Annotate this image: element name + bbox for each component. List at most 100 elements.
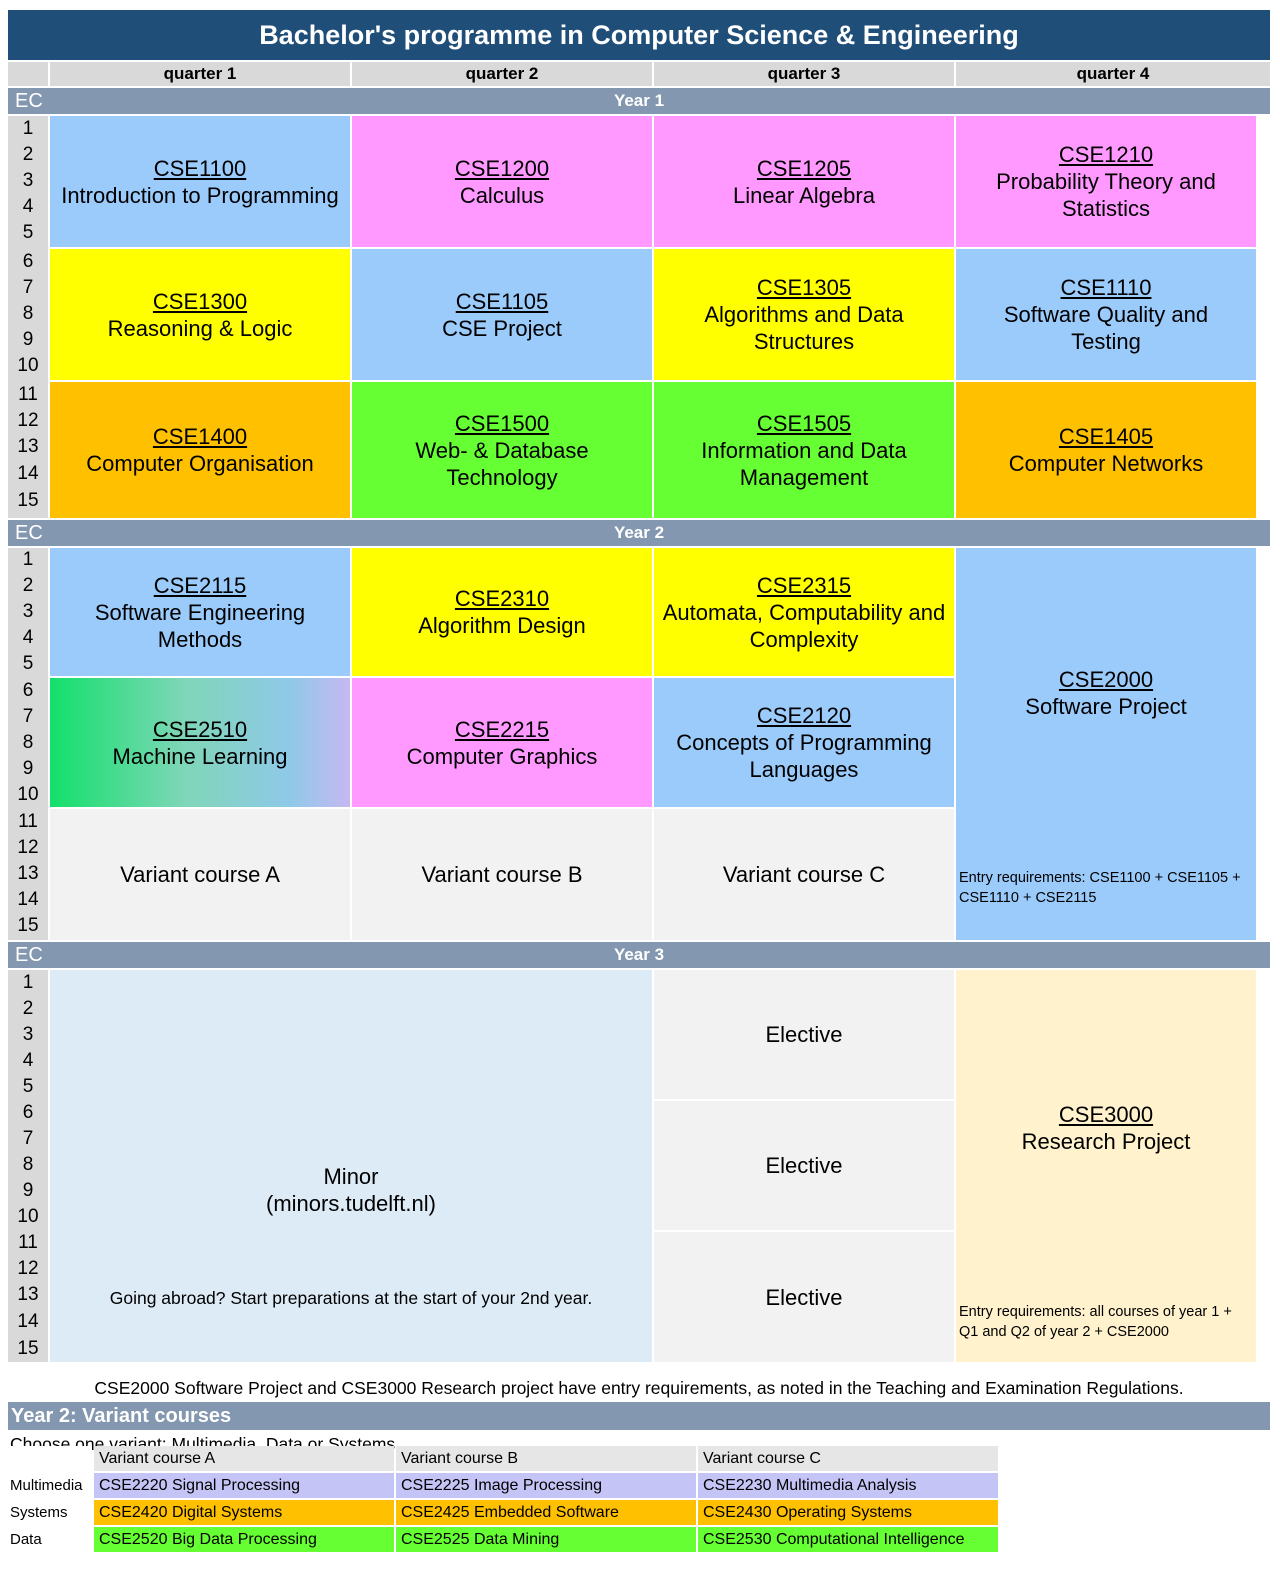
variant-course-cse2420[interactable]: CSE2420 Digital Systems — [94, 1500, 394, 1525]
course-code[interactable]: CSE1505 — [756, 410, 852, 436]
course-code[interactable]: CSE2315 — [756, 572, 852, 598]
variant-course-b[interactable]: Variant course B — [352, 809, 652, 940]
ec-number: 12 — [17, 837, 39, 858]
ec-number: 12 — [17, 410, 39, 431]
course-name: Computer Graphics — [406, 743, 598, 769]
ec-number: 6 — [22, 1102, 34, 1123]
course-code[interactable]: CSE1300 — [152, 288, 248, 314]
minor-block[interactable]: Minor (minors.tudelft.nl) Going abroad? … — [50, 970, 652, 1362]
course-code[interactable]: CSE2000 — [1058, 667, 1154, 692]
ec-number: 1 — [22, 972, 34, 993]
ec-column-year-1: 1 2 3 4 5 6 7 8 9 10 11 12 13 14 15 — [8, 116, 48, 518]
ec-number: 5 — [22, 1076, 34, 1097]
minor-link[interactable]: (minors.tudelft.nl) — [266, 1191, 436, 1216]
ec-number: 14 — [17, 889, 39, 910]
course-code[interactable]: CSE1405 — [1058, 424, 1154, 449]
ec-number: 6 — [22, 680, 34, 701]
course-name: Concepts of Programming Languages — [676, 730, 932, 782]
ec-number: 7 — [22, 706, 34, 727]
ec-number: 4 — [22, 627, 34, 648]
entry-requirements-footnote: CSE2000 Software Project and CSE3000 Res… — [94, 1378, 1184, 1398]
course-cse2310[interactable]: CSE2310 Algorithm Design — [352, 548, 652, 676]
course-code[interactable]: CSE1200 — [454, 155, 550, 181]
course-code[interactable]: CSE1500 — [454, 410, 550, 436]
ec-number: 8 — [22, 1154, 34, 1175]
variant-course-cse2225[interactable]: CSE2225 Image Processing — [396, 1473, 696, 1498]
course-code[interactable]: CSE3000 — [1058, 1102, 1154, 1127]
ec-number: 1 — [22, 118, 34, 139]
course-cse2315[interactable]: CSE2315 Automata, Computability and Comp… — [654, 548, 954, 676]
variant-course-cse2520[interactable]: CSE2520 Big Data Processing — [94, 1527, 394, 1552]
elective-label: Elective — [765, 1022, 843, 1047]
ec-number: 9 — [22, 758, 34, 779]
course-cse1210[interactable]: CSE1210 Probability Theory and Statistic… — [956, 116, 1256, 247]
ec-number: 7 — [22, 1128, 34, 1149]
elective-3[interactable]: Elective — [654, 1232, 954, 1362]
ec-number: 10 — [17, 784, 39, 805]
course-cse1205[interactable]: CSE1205 Linear Algebra — [654, 116, 954, 247]
course-code[interactable]: CSE1210 — [1058, 142, 1154, 167]
course-cse1105[interactable]: CSE1105 CSE Project — [352, 249, 652, 380]
course-cse3000[interactable]: CSE3000 Research Project Entry requireme… — [956, 970, 1256, 1362]
course-cse1400[interactable]: CSE1400 Computer Organisation — [50, 382, 350, 518]
ec-number: 3 — [22, 1024, 34, 1045]
ec-number: 14 — [17, 463, 39, 484]
ec-number: 10 — [17, 355, 39, 376]
course-code[interactable]: CSE2115 — [153, 572, 247, 598]
variant-course-cse2220[interactable]: CSE2220 Signal Processing — [94, 1473, 394, 1498]
ec-number: 10 — [17, 1206, 39, 1227]
course-cse1100[interactable]: CSE1100 Introduction to Programming — [50, 116, 350, 247]
course-cse1500[interactable]: CSE1500 Web- & Database Technology — [352, 382, 652, 518]
ec-label: EC — [15, 522, 43, 544]
year-3-bar: EC Year 3 — [8, 942, 1270, 968]
variant-course-cse2530[interactable]: CSE2530 Computational Intelligence — [698, 1527, 998, 1552]
ec-number: 15 — [17, 490, 39, 511]
variant-row-label-multimedia: Multimedia — [10, 1477, 83, 1494]
course-cse1305[interactable]: CSE1305 Algorithms and Data Structures — [654, 249, 954, 380]
quarter-4-header: quarter 4 — [956, 62, 1270, 86]
elective-1[interactable]: Elective — [654, 970, 954, 1099]
course-code[interactable]: CSE1100 — [153, 155, 247, 181]
course-code[interactable]: CSE1105 — [455, 288, 549, 314]
quarter-1-header: quarter 1 — [50, 62, 350, 86]
course-code[interactable]: CSE2120 — [756, 703, 852, 728]
variant-course-cse2425[interactable]: CSE2425 Embedded Software — [396, 1500, 696, 1525]
course-code[interactable]: CSE1110 — [1060, 275, 1152, 300]
course-code[interactable]: CSE1400 — [152, 424, 248, 449]
variant-course-a[interactable]: Variant course A — [50, 809, 350, 940]
course-code[interactable]: CSE2215 — [454, 716, 550, 742]
year-1-bar: EC Year 1 — [8, 88, 1270, 114]
ec-number: 11 — [18, 811, 38, 832]
course-name: Research Project — [1021, 1129, 1191, 1154]
variant-course-cse2430[interactable]: CSE2430 Operating Systems — [698, 1500, 998, 1525]
course-name: Introduction to Programming — [61, 182, 339, 208]
variant-course-cse2230[interactable]: CSE2230 Multimedia Analysis — [698, 1473, 998, 1498]
course-name: Computer Networks — [1008, 451, 1204, 476]
course-cse1405[interactable]: CSE1405 Computer Networks — [956, 382, 1256, 518]
ec-number: 1 — [22, 549, 34, 570]
variant-course-c[interactable]: Variant course C — [654, 809, 954, 940]
variant-column-header: Variant course B — [396, 1446, 696, 1471]
year-3-label: Year 3 — [613, 945, 665, 964]
course-cse2510[interactable]: CSE2510 Machine Learning — [50, 678, 350, 807]
course-code[interactable]: CSE1305 — [756, 275, 852, 300]
course-code[interactable]: CSE2510 — [152, 716, 248, 742]
course-code[interactable]: CSE2310 — [454, 586, 550, 611]
elective-2[interactable]: Elective — [654, 1101, 954, 1230]
course-cse2215[interactable]: CSE2215 Computer Graphics — [352, 678, 652, 807]
course-code[interactable]: CSE1205 — [756, 155, 852, 181]
course-cse1200[interactable]: CSE1200 Calculus — [352, 116, 652, 247]
course-cse2000[interactable]: CSE2000 Software Project Entry requireme… — [956, 548, 1256, 940]
variant-course-cse2525[interactable]: CSE2525 Data Mining — [396, 1527, 696, 1552]
course-cse1110[interactable]: CSE1110 Software Quality and Testing — [956, 249, 1256, 380]
course-cse1505[interactable]: CSE1505 Information and Data Management — [654, 382, 954, 518]
course-cse2115[interactable]: CSE2115 Software Engineering Methods — [50, 548, 350, 676]
course-title-block: CSE3000 Research Project — [956, 1098, 1256, 1158]
course-cse1300[interactable]: CSE1300 Reasoning & Logic — [50, 249, 350, 380]
variant-column-header: Variant course C — [698, 1446, 998, 1471]
ec-number: 4 — [22, 1050, 34, 1071]
course-name: Linear Algebra — [733, 182, 875, 208]
course-cse2120[interactable]: CSE2120 Concepts of Programming Language… — [654, 678, 954, 807]
elective-label: Elective — [765, 1284, 843, 1310]
course-name: Algorithm Design — [418, 613, 586, 638]
